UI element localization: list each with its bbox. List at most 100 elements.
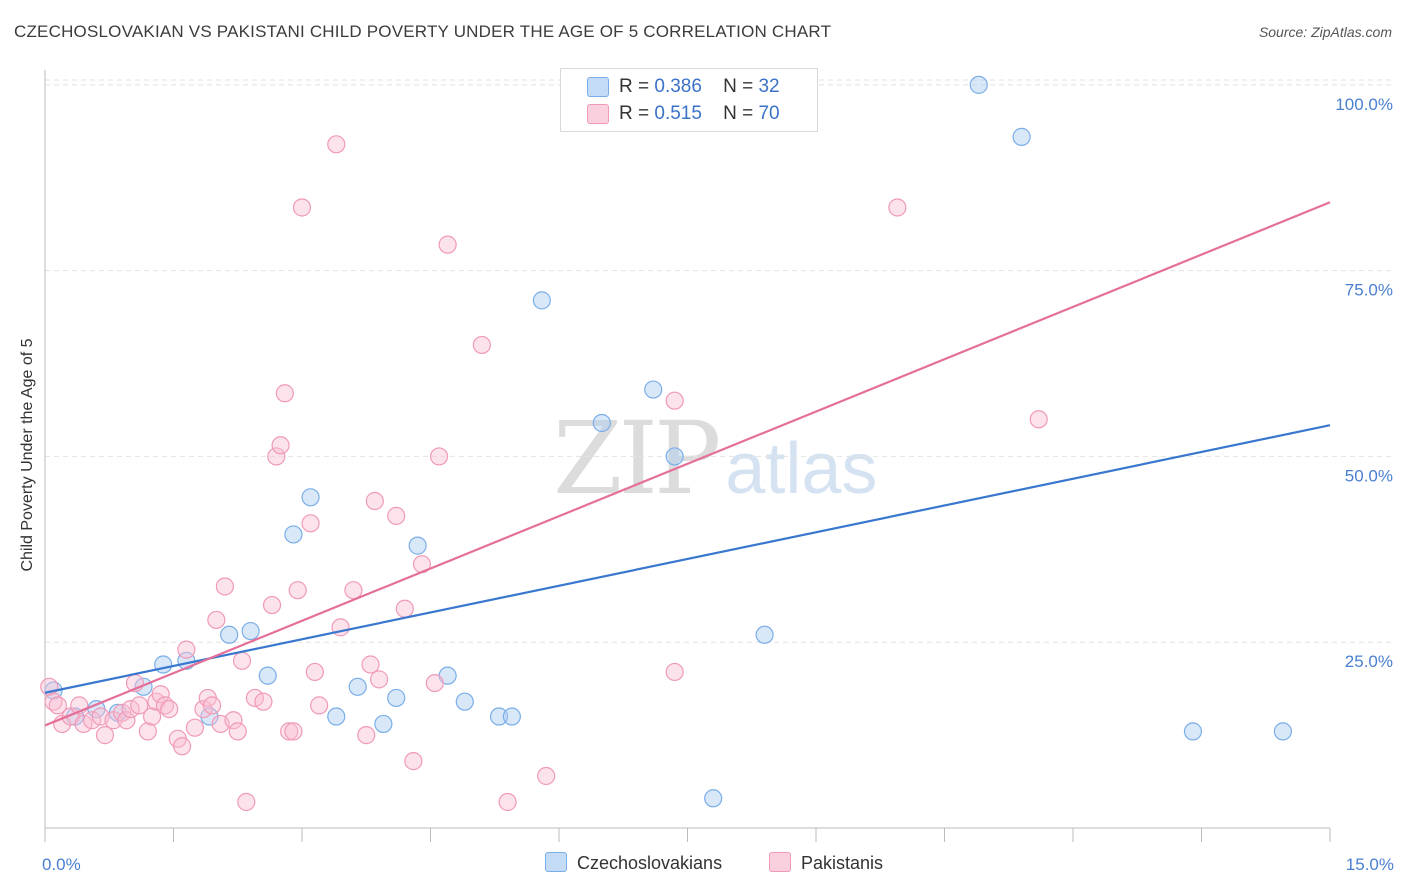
bottom-legend-pakistanis: Pakistanis xyxy=(769,852,883,874)
point-czechoslovakians xyxy=(969,75,988,94)
point-czechoslovakians xyxy=(1183,722,1203,741)
point-pakistanis xyxy=(160,699,179,719)
grid-lines xyxy=(45,79,1392,643)
watermark: ZIP atlas xyxy=(553,400,877,517)
point-pakistanis xyxy=(232,651,252,670)
watermark-atlas: atlas xyxy=(725,429,878,509)
point-czechoslovakians xyxy=(387,688,406,708)
point-czechoslovakians xyxy=(489,707,509,726)
point-pakistanis xyxy=(665,391,684,410)
point-czechoslovakians xyxy=(327,707,346,726)
point-czechoslovakians xyxy=(665,447,684,466)
point-pakistanis xyxy=(425,673,444,693)
czechoslovakians-points xyxy=(44,75,1292,808)
point-pakistanis xyxy=(202,696,222,715)
point-czechoslovakians xyxy=(220,625,239,644)
point-pakistanis xyxy=(327,135,346,154)
y-tick-label: 25.0% xyxy=(1345,652,1393,671)
y-tick-label: 100.0% xyxy=(1335,95,1393,114)
point-czechoslovakians xyxy=(200,707,219,726)
watermark-zip: ZIP xyxy=(553,400,721,517)
point-pakistanis xyxy=(271,436,290,455)
point-czechoslovakians xyxy=(1273,722,1292,741)
point-pakistanis xyxy=(288,581,307,600)
point-pakistanis xyxy=(370,670,389,689)
bottom-legend-label-pakistanis: Pakistanis xyxy=(801,853,884,873)
point-pakistanis xyxy=(1029,410,1048,429)
point-pakistanis xyxy=(207,610,226,630)
point-pakistanis xyxy=(237,792,256,812)
point-czechoslovakians xyxy=(301,488,320,507)
stats-legend: R = 0.386 N = 32 R = 0.515 N = 70 xyxy=(560,68,818,132)
point-pakistanis xyxy=(267,447,286,466)
point-pakistanis xyxy=(262,595,282,615)
legend-stats-czechoslovakians: R = 0.386 N = 32 xyxy=(619,76,780,97)
bottom-legend-czechoslovakians: Czechoslovakians xyxy=(545,852,722,874)
point-pakistanis xyxy=(138,722,157,741)
point-pakistanis xyxy=(177,640,196,659)
point-pakistanis xyxy=(275,384,294,403)
point-pakistanis xyxy=(117,711,136,730)
point-pakistanis xyxy=(429,447,449,466)
trend-line-pakistanis xyxy=(44,201,1331,727)
point-pakistanis xyxy=(395,599,414,618)
point-pakistanis xyxy=(438,235,457,254)
point-czechoslovakians xyxy=(704,789,723,808)
point-pakistanis xyxy=(215,577,234,596)
point-czechoslovakians xyxy=(532,291,551,310)
point-czechoslovakians xyxy=(455,692,474,711)
point-pakistanis xyxy=(224,711,243,730)
point-czechoslovakians xyxy=(258,666,277,685)
point-czechoslovakians xyxy=(374,714,393,734)
point-czechoslovakians xyxy=(502,707,521,726)
point-czechoslovakians xyxy=(1012,127,1031,146)
y-tick-label: 75.0% xyxy=(1345,281,1393,300)
point-pakistanis xyxy=(361,655,380,674)
point-pakistanis xyxy=(228,722,247,741)
point-pakistanis xyxy=(387,506,406,525)
trend-line-czechoslovakians xyxy=(44,424,1331,694)
source-note: Source: ZipAtlas.com xyxy=(1258,24,1392,40)
legend-swatch-blue xyxy=(587,77,609,97)
point-pakistanis xyxy=(365,491,384,511)
x-tick-label: 15.0% xyxy=(1346,855,1394,874)
point-pakistanis xyxy=(665,662,684,682)
point-pakistanis xyxy=(888,198,907,217)
tick-labels: 25.0% 50.0% 75.0% 100.0% 0.0% 15.0% xyxy=(42,95,1394,874)
point-pakistanis xyxy=(344,581,363,600)
point-pakistanis xyxy=(95,726,115,745)
y-tick-label: 50.0% xyxy=(1345,466,1393,485)
point-pakistanis xyxy=(280,722,299,741)
point-czechoslovakians xyxy=(408,536,427,555)
point-czechoslovakians xyxy=(241,621,260,641)
trend-lines xyxy=(44,201,1331,727)
point-pakistanis xyxy=(172,737,192,756)
point-pakistanis xyxy=(151,685,170,704)
point-pakistanis xyxy=(301,514,320,533)
pakistanis-points xyxy=(40,135,1048,812)
point-pakistanis xyxy=(130,696,149,715)
point-czechoslovakians xyxy=(755,625,774,644)
point-pakistanis xyxy=(284,722,303,741)
point-czechoslovakians xyxy=(644,380,663,399)
point-pakistanis xyxy=(48,696,67,715)
point-pakistanis xyxy=(537,766,556,786)
point-pakistanis xyxy=(185,718,205,737)
bottom-legend-swatch-pink xyxy=(769,852,791,872)
axes xyxy=(44,70,1331,842)
x-tick-label: 0.0% xyxy=(42,855,81,874)
point-pakistanis xyxy=(404,752,423,771)
point-pakistanis xyxy=(310,696,329,715)
legend-swatch-pink xyxy=(587,104,609,124)
point-czechoslovakians xyxy=(348,677,367,696)
point-pakistanis xyxy=(142,707,162,726)
point-czechoslovakians xyxy=(284,525,303,544)
point-pakistanis xyxy=(357,726,376,745)
bottom-legend-label-czechoslovakians: Czechoslovakians xyxy=(577,853,723,873)
point-pakistanis xyxy=(472,335,491,355)
point-pakistanis xyxy=(305,662,324,682)
legend-stats-pakistanis: R = 0.515 N = 70 xyxy=(619,103,780,124)
point-pakistanis xyxy=(292,198,312,217)
point-czechoslovakians xyxy=(592,413,611,433)
